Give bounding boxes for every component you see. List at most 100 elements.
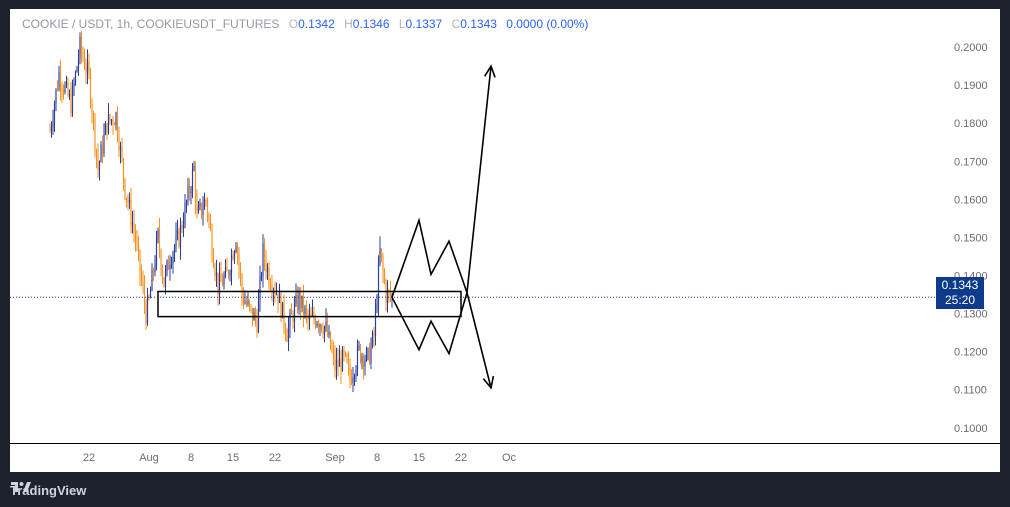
y-tick-label: 0.1600 xyxy=(954,194,988,206)
y-tick-label: 0.1200 xyxy=(954,347,988,359)
candle-body xyxy=(274,290,276,295)
candle-body xyxy=(244,301,246,304)
candle-body xyxy=(128,199,131,204)
candle-body xyxy=(211,229,213,257)
candle-body xyxy=(92,114,95,118)
candle-body xyxy=(238,253,240,267)
candle-body xyxy=(365,349,368,360)
candle-body xyxy=(340,358,342,372)
candle-body xyxy=(376,303,378,310)
candle-body xyxy=(233,251,236,260)
y-tick-label: 0.1900 xyxy=(954,80,988,92)
candle-body xyxy=(184,203,186,225)
candle-body xyxy=(71,85,74,114)
x-tick-label: Sep xyxy=(325,452,345,464)
candle-body xyxy=(346,354,348,362)
candle-body xyxy=(368,348,371,364)
x-tick-label: 8 xyxy=(188,452,194,464)
candle-body xyxy=(293,303,296,323)
projection-down-path xyxy=(391,289,492,388)
candle-body xyxy=(250,305,252,308)
candle-body xyxy=(155,238,158,266)
candle-body xyxy=(331,348,333,352)
candle-body xyxy=(248,300,251,306)
candle-body xyxy=(323,326,326,335)
price-chart[interactable]: 0.20000.19000.18000.17000.16000.15000.14… xyxy=(10,9,1000,472)
legend-close-value: 0.1343 xyxy=(460,17,497,31)
candle-body xyxy=(295,295,297,304)
candle-body xyxy=(134,230,137,243)
candle-body xyxy=(166,260,168,271)
candle-body xyxy=(176,230,179,235)
candle-body xyxy=(191,170,194,192)
candle-body xyxy=(49,130,51,132)
candle-body xyxy=(181,225,183,229)
x-tick-label: 15 xyxy=(227,452,239,464)
x-tick-label: 15 xyxy=(413,452,425,464)
candle-body xyxy=(86,61,89,73)
candle-body xyxy=(190,191,192,194)
candle-body xyxy=(70,94,72,114)
candle-body xyxy=(131,222,134,225)
price-badge: 0.1343 25:20 xyxy=(936,277,984,309)
candle-body xyxy=(382,257,384,272)
legend-high-value: 0.1346 xyxy=(352,17,390,31)
candle-body xyxy=(329,332,332,349)
candle-body xyxy=(352,377,354,384)
candle-body xyxy=(262,243,264,276)
candle-body xyxy=(370,346,372,364)
candle-body xyxy=(175,234,177,248)
candle-body xyxy=(350,378,353,384)
candle-body xyxy=(227,271,230,275)
candle-body xyxy=(91,103,93,115)
x-tick-label: Aug xyxy=(139,452,159,464)
candle-body xyxy=(298,291,300,310)
candle-body xyxy=(107,114,110,133)
candle-body xyxy=(202,209,204,215)
candle-body xyxy=(335,359,338,371)
candle-body xyxy=(241,276,243,296)
candle-body xyxy=(65,81,68,86)
candle-body xyxy=(277,293,279,303)
price-badge-value: 0.1343 xyxy=(941,278,979,292)
candle-body xyxy=(355,369,357,377)
candle-body xyxy=(362,356,365,367)
candle-body xyxy=(143,286,146,305)
legend-open-label: O xyxy=(288,17,299,31)
candle-body xyxy=(124,179,126,198)
candle-body xyxy=(203,199,206,210)
candle-body xyxy=(292,314,294,323)
candle-body xyxy=(68,94,71,96)
candle-body xyxy=(302,295,305,314)
candle-body xyxy=(290,312,293,315)
candle-body xyxy=(229,272,231,275)
candle-body xyxy=(296,295,299,310)
candle-body xyxy=(257,299,260,333)
chart-legend: COOKIE / USDT, 1h, COOKIEUSDT_FUTURES O0… xyxy=(22,17,594,31)
x-tick-label: Oc xyxy=(502,452,517,464)
candle-body xyxy=(133,222,135,231)
candle-body xyxy=(197,206,200,213)
y-tick-label: 0.1100 xyxy=(954,385,987,397)
candle-body xyxy=(374,309,377,337)
candle-body xyxy=(209,220,212,230)
x-tick-label: 8 xyxy=(374,452,380,464)
candle-body xyxy=(172,253,174,265)
candle-body xyxy=(95,149,98,156)
candle-body xyxy=(199,203,201,207)
candle-body xyxy=(236,246,239,254)
candle-body xyxy=(140,273,143,281)
candle-body xyxy=(251,307,254,321)
candle-body xyxy=(214,266,216,276)
candle-body xyxy=(334,353,336,371)
candle-body xyxy=(182,224,185,229)
candle-body xyxy=(67,81,69,96)
candle-body xyxy=(208,215,210,221)
candle-body xyxy=(118,136,120,151)
candle-body xyxy=(170,264,173,266)
candle-body xyxy=(194,166,197,202)
legend-change: 0.0000 (0.00%) xyxy=(506,17,589,31)
chart-panel[interactable]: COOKIE / USDT, 1h, COOKIEUSDT_FUTURES O0… xyxy=(10,9,1000,472)
candle-body xyxy=(220,273,222,282)
candle-body xyxy=(200,203,203,215)
